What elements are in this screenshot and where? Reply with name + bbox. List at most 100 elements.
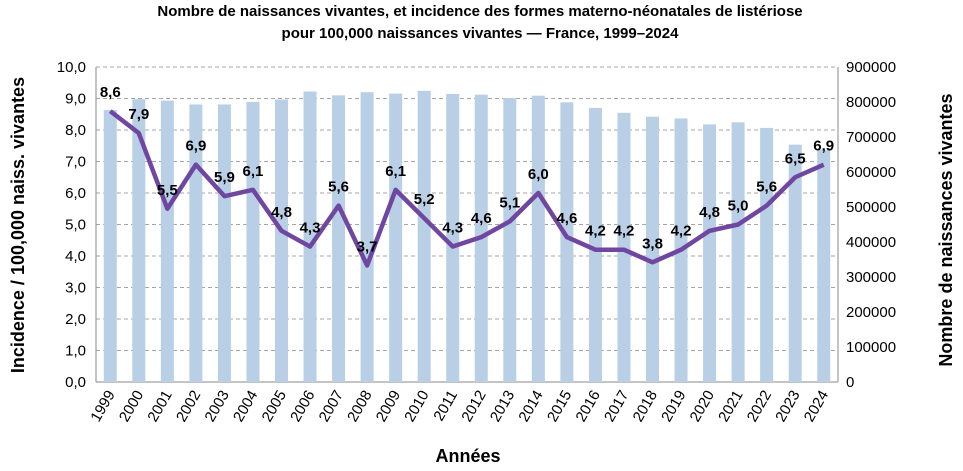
bar [275, 99, 288, 383]
x-tick-label: 2009 [373, 388, 404, 425]
data-label: 4,6 [471, 210, 492, 227]
data-label: 7,9 [128, 106, 149, 123]
bar [531, 95, 545, 382]
data-label: 3,8 [642, 235, 663, 252]
data-label: 6,1 [385, 163, 406, 180]
y-tick-label: 3,0 [65, 280, 86, 297]
y-tick-label: 7,0 [65, 154, 86, 171]
y-tick-label: 1,0 [65, 343, 86, 360]
data-label: 4,3 [442, 220, 463, 237]
y2-tick-label: 800000 [846, 94, 896, 111]
x-tick-label: 2021 [715, 388, 746, 425]
y-tick-label: 10,0 [57, 59, 86, 76]
x-tick-label: 2023 [772, 388, 803, 425]
x-axis-label: Années [435, 446, 500, 466]
x-tick-label: 2014 [515, 388, 546, 425]
y2-tick-label: 0 [846, 374, 854, 391]
bar [417, 90, 431, 383]
y2-tick-label: 200000 [846, 304, 896, 321]
x-tick-label: 2024 [801, 388, 832, 425]
bar [217, 104, 231, 382]
bar [703, 124, 717, 383]
bar [646, 116, 659, 382]
data-label: 4,6 [556, 210, 577, 227]
x-tick-label: 2012 [458, 388, 489, 425]
data-label: 4,2 [671, 223, 692, 240]
data-label: 4,8 [699, 204, 720, 221]
incidence-line [108, 109, 825, 268]
bar [617, 112, 631, 382]
y2-tick-label: 400000 [846, 234, 896, 251]
bar [360, 92, 374, 382]
y-tick-label: 6,0 [65, 185, 86, 202]
bar [760, 127, 774, 383]
data-label: 5,0 [728, 198, 749, 215]
y2-tick-label: 600000 [846, 164, 896, 181]
bar [189, 104, 203, 382]
y-tick-label: 9,0 [65, 91, 86, 108]
data-label: 5,2 [414, 191, 435, 208]
bar [788, 144, 802, 382]
y-axis-label: Incidence / 100,000 naiss. vivantes [8, 77, 28, 373]
bar [303, 91, 317, 382]
bar [103, 110, 117, 383]
x-tick-label: 2004 [230, 388, 261, 425]
data-label: 6,5 [785, 150, 806, 167]
y2-tick-label: 500000 [846, 199, 896, 216]
x-tick-label: 1999 [87, 388, 118, 425]
data-label: 5,1 [499, 194, 520, 211]
y-tick-label: 4,0 [65, 248, 86, 265]
data-label: 5,6 [756, 179, 777, 196]
x-tick-label: 2010 [401, 388, 432, 425]
x-tick-label: 2018 [630, 388, 661, 425]
x-tick-label: 2020 [687, 388, 718, 425]
x-tick-label: 2000 [116, 388, 147, 425]
data-label: 3,7 [357, 238, 378, 255]
bar [246, 102, 260, 382]
x-tick-label: 2002 [173, 388, 204, 425]
y2-tick-label: 900000 [846, 59, 896, 76]
bar [389, 93, 403, 382]
y2-tick-label: 100000 [846, 339, 896, 356]
bar [560, 102, 574, 382]
x-tick-label: 2007 [316, 388, 347, 425]
x-tick-label: 2001 [144, 388, 175, 425]
data-label: 4,2 [585, 223, 606, 240]
x-tick-label: 2015 [544, 388, 575, 425]
bar [503, 98, 517, 383]
chart-subtitle: pour 100,000 naissances vivantes — Franc… [282, 25, 680, 42]
x-tick-label: 2013 [487, 388, 518, 425]
data-label: 5,6 [328, 179, 349, 196]
x-tick-label: 2022 [744, 388, 775, 425]
bar [817, 149, 831, 382]
y2-tick-label: 300000 [846, 269, 896, 286]
y-tick-label: 5,0 [65, 217, 86, 234]
bar [731, 122, 745, 383]
data-label: 6,9 [185, 138, 206, 155]
x-tick-label: 2019 [658, 388, 689, 425]
data-label: 6,0 [528, 166, 549, 183]
x-tick-label: 2005 [259, 388, 290, 425]
y-tick-label: 0,0 [65, 374, 86, 391]
bar [160, 100, 174, 382]
data-label: 6,1 [243, 163, 264, 180]
x-tick-label: 2008 [344, 388, 375, 425]
chart-title: Nombre de naissances vivantes, et incide… [157, 3, 802, 20]
data-label: 5,9 [214, 169, 235, 186]
y2-axis-label: Nombre de naissances vivantes [936, 93, 956, 366]
x-tick-label: 2003 [201, 388, 232, 425]
data-label: 6,9 [813, 138, 834, 155]
x-tick-label: 2016 [572, 388, 603, 425]
data-label: 8,6 [100, 84, 121, 101]
data-label: 4,8 [271, 204, 292, 221]
bar [446, 93, 460, 382]
data-label: 5,5 [157, 182, 178, 199]
bar [132, 99, 146, 382]
data-label: 4,2 [614, 223, 635, 240]
y-tick-label: 2,0 [65, 311, 86, 328]
x-tick-label: 2006 [287, 388, 318, 425]
bar [332, 95, 346, 382]
y2-tick-label: 700000 [846, 129, 896, 146]
